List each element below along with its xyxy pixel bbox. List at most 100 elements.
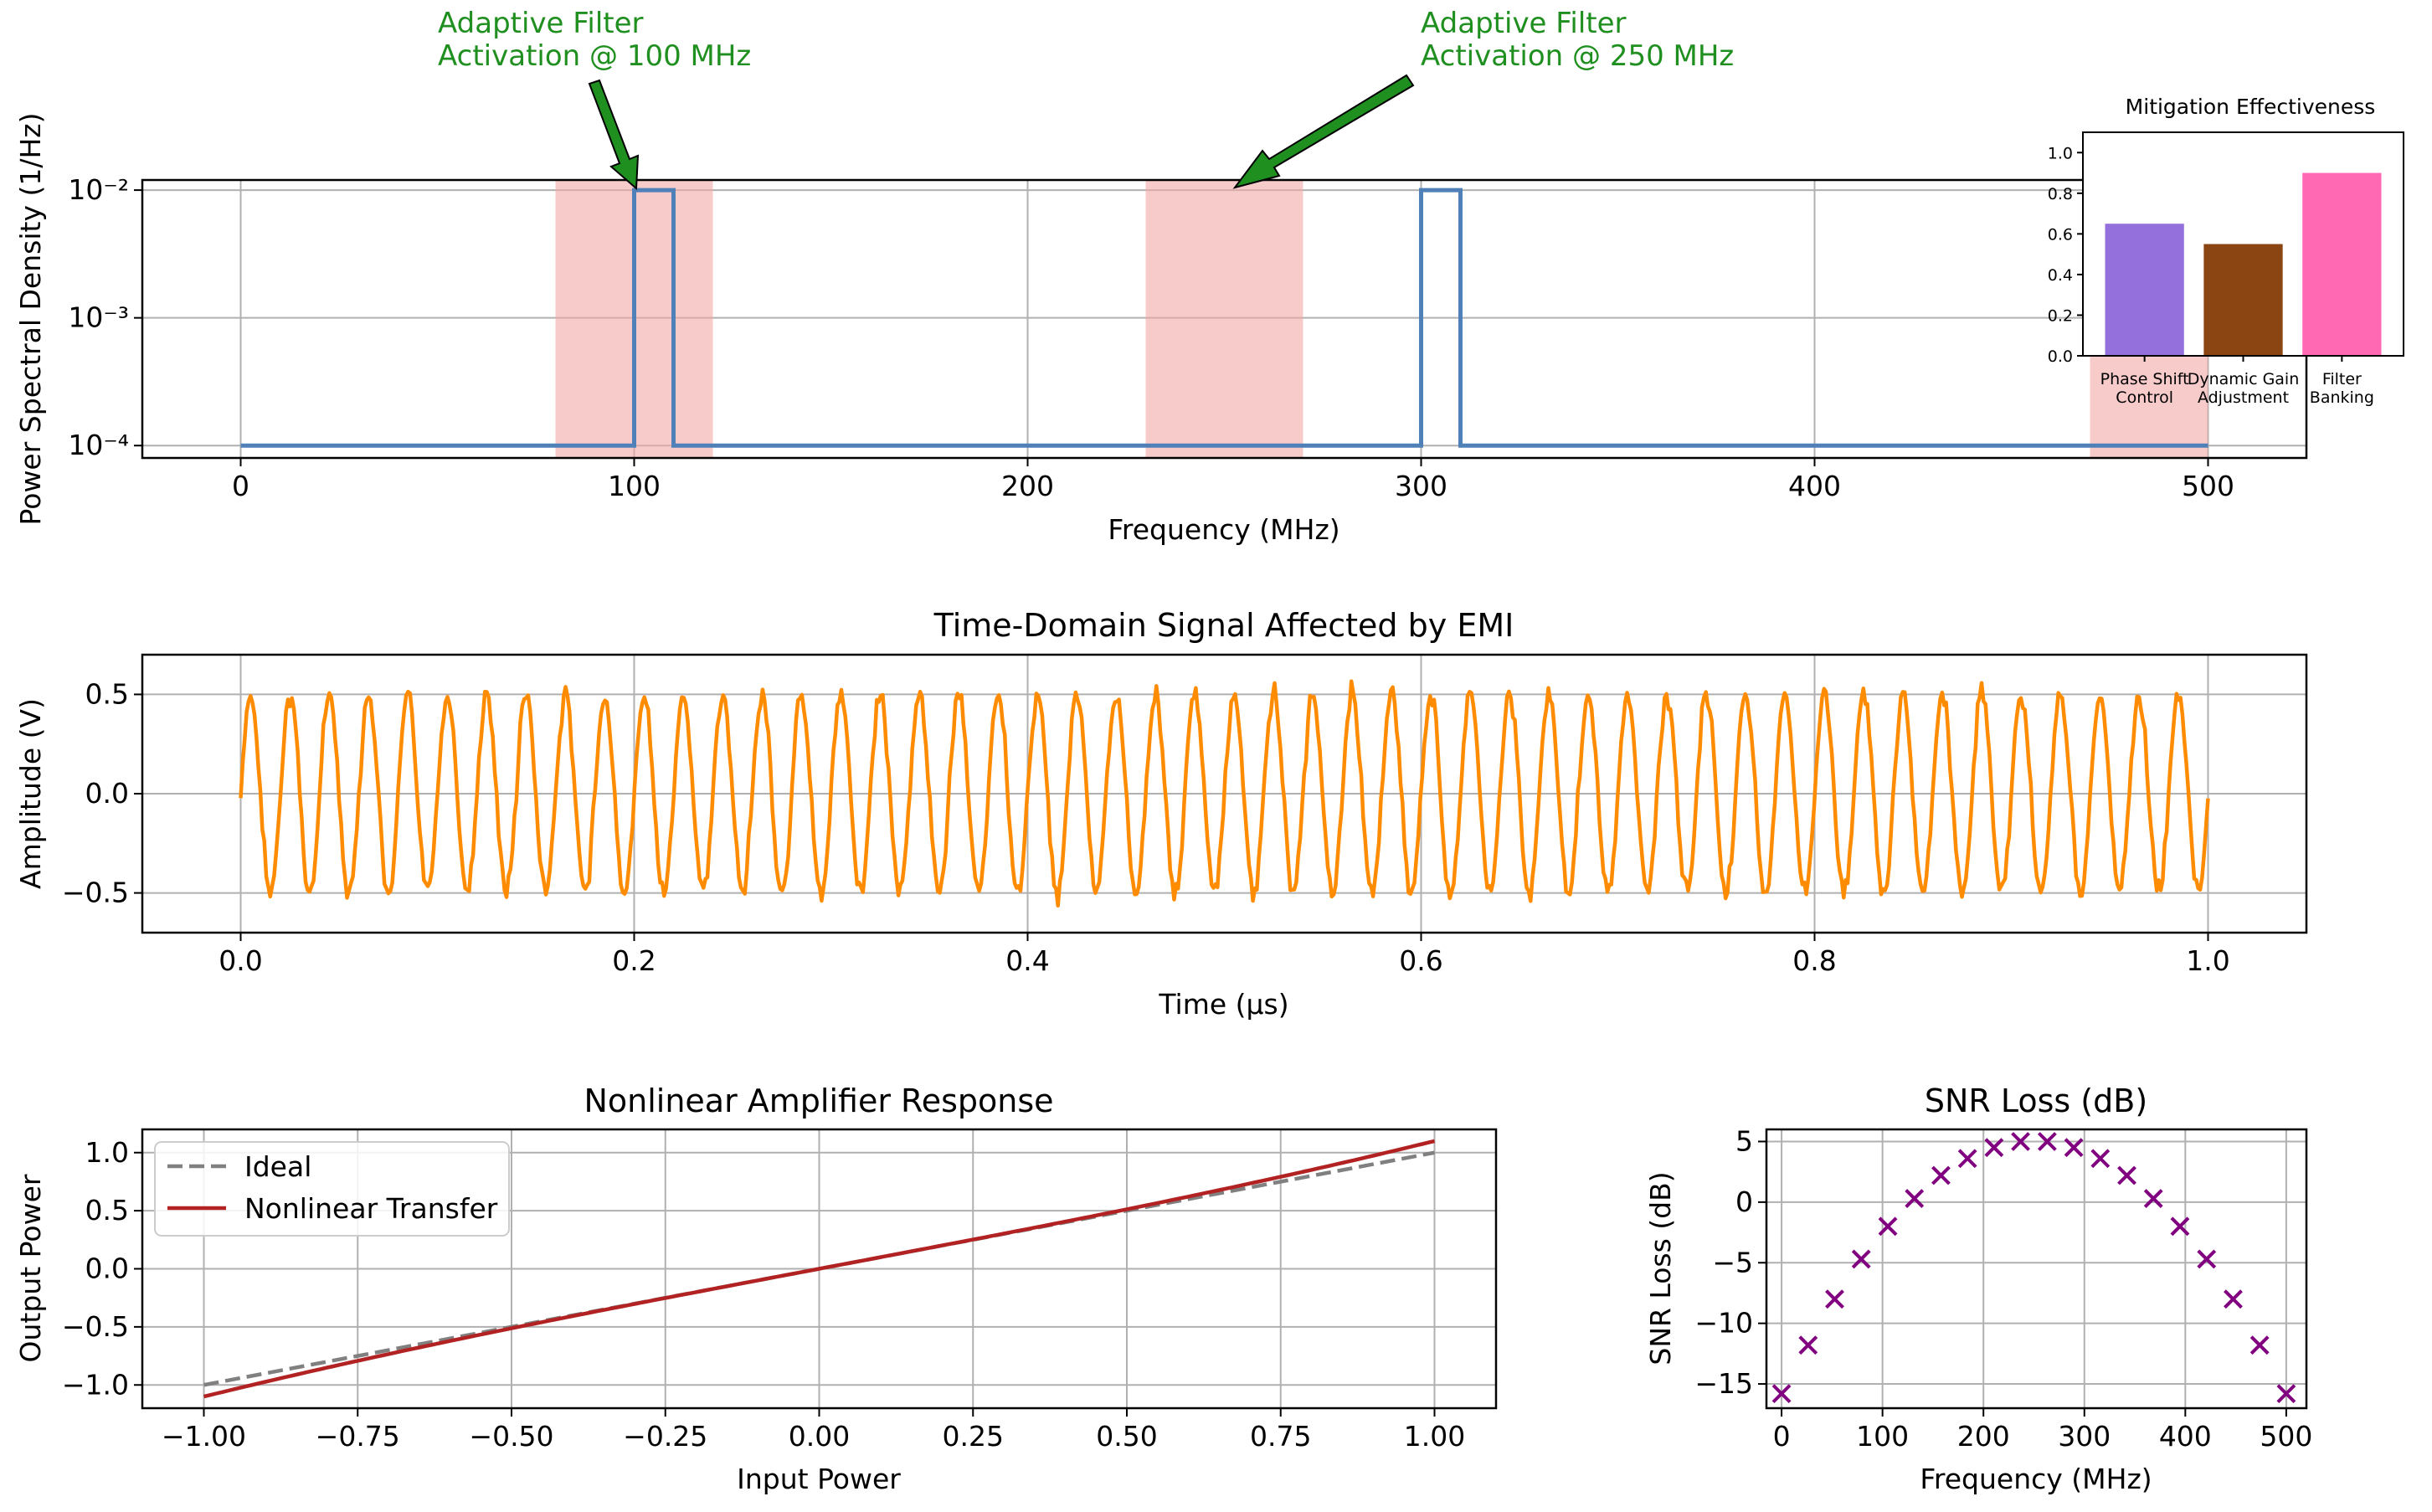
mitigation-ytick-label: 1.0 xyxy=(2048,144,2073,162)
amp-legend: Ideal Nonlinear Transfer xyxy=(154,1141,510,1237)
snr-axes-frame xyxy=(1765,1128,2308,1410)
amp-ytick-label: −0.5 xyxy=(62,1310,129,1343)
annotation-250mhz-line2: Activation @ 250 MHz xyxy=(1421,39,1734,73)
amp-xtick-label: 0.75 xyxy=(1250,1420,1311,1453)
amp-xlabel: Input Power xyxy=(737,1463,901,1495)
mitigation-bar xyxy=(2105,224,2184,356)
mitigation-title: Mitigation Effectiveness xyxy=(2126,95,2376,119)
snr-marker xyxy=(1771,1384,1792,1404)
snr-title: SNR Loss (dB) xyxy=(1925,1083,2147,1119)
amp-title: Nonlinear Amplifier Response xyxy=(584,1083,1053,1119)
snr-marker xyxy=(1984,1138,2004,1158)
snr-marker xyxy=(2090,1149,2111,1169)
snr-marker xyxy=(2011,1132,2030,1151)
mitigation-ytick-label: 0.6 xyxy=(2048,225,2073,244)
snr-marker xyxy=(1905,1189,1925,1208)
mitigation-ytick-label: 0.0 xyxy=(2048,347,2073,366)
snr-xtick-label: 0 xyxy=(1773,1420,1791,1453)
snr-ytick-label: 5 xyxy=(1735,1124,1753,1157)
mitigation-bars xyxy=(2105,172,2382,356)
snr-marker xyxy=(1957,1149,1977,1169)
amp-legend-box xyxy=(154,1141,510,1237)
amp-yticks: −1.0 −0.5 0.0 0.5 1.0 xyxy=(62,1136,142,1401)
amp-xtick-label: 0.25 xyxy=(943,1420,1004,1453)
mitigation-category-label: Adjustment xyxy=(2198,388,2289,407)
amp-nonlinear-line xyxy=(203,1139,1436,1399)
psd-xtick-label: 100 xyxy=(608,470,661,502)
annotation-100mhz-line2: Activation @ 100 MHz xyxy=(438,39,751,73)
time-xticks: 0.0 0.2 0.4 0.6 0.8 1.0 xyxy=(219,933,2230,977)
time-xlabel: Time (μs) xyxy=(1158,988,1288,1021)
annotation-100mhz-arrow xyxy=(588,79,640,191)
snr-marker xyxy=(2143,1189,2163,1208)
amp-legend-ideal-label: Ideal xyxy=(244,1150,311,1183)
snr-marker xyxy=(2037,1132,2057,1151)
amp-ytick-label: 0.5 xyxy=(85,1194,129,1227)
mitigation-category-label: Dynamic Gain xyxy=(2188,370,2300,388)
amp-xticks: −1.00 −0.75 −0.50 −0.25 0.00 0.25 0.50 0.75 1.00 xyxy=(162,1408,1465,1453)
mitigation-category-label: Control xyxy=(2116,388,2173,407)
mitigation-category-label: Filter xyxy=(2322,370,2362,388)
psd-shaded-bands xyxy=(555,180,2208,458)
snr-marker xyxy=(2276,1384,2296,1404)
snr-ytick-label: −15 xyxy=(1694,1367,1753,1400)
snr-yticks: −15 −10 −5 0 5 xyxy=(1694,1124,1766,1400)
psd-xlabel: Frequency (MHz) xyxy=(1108,513,1339,546)
psd-yticks: 10⁻⁴ 10⁻³ 10⁻² xyxy=(68,173,142,461)
time-ylabel: Amplitude (V) xyxy=(14,698,47,889)
time-xtick-label: 0.4 xyxy=(1005,944,1049,977)
snr-marker xyxy=(2117,1165,2136,1185)
snr-markers xyxy=(1771,1132,2296,1404)
psd-xticks: 0 100 200 300 400 500 xyxy=(232,458,2234,502)
mitigation-ytick-label: 0.8 xyxy=(2048,185,2073,203)
snr-xtick-label: 100 xyxy=(1856,1420,1909,1453)
snr-marker xyxy=(2224,1289,2243,1309)
time-ytick-label: −0.5 xyxy=(62,877,129,909)
mitigation-category-label: Phase Shift xyxy=(2100,370,2189,388)
annotation-250mhz: Adaptive Filter Activation @ 250 MHz xyxy=(1232,7,1734,189)
snr-marker xyxy=(1798,1335,1818,1355)
amp-xtick-label: 0.50 xyxy=(1096,1420,1157,1453)
snr-ytick-label: −10 xyxy=(1694,1307,1753,1340)
snr-xtick-label: 200 xyxy=(1957,1420,2010,1453)
snr-xticks: 0 100 200 300 400 500 xyxy=(1773,1408,2312,1453)
amp-ideal-line xyxy=(203,1150,1435,1387)
snr-xtick-label: 400 xyxy=(2159,1420,2212,1453)
time-xtick-label: 1.0 xyxy=(2186,944,2229,977)
snr-marker xyxy=(2249,1335,2270,1355)
snr-marker xyxy=(2064,1138,2084,1158)
amp-ytick-label: 0.0 xyxy=(85,1252,129,1285)
amp-xtick-label: −0.50 xyxy=(469,1420,553,1453)
amp-ytick-label: −1.0 xyxy=(62,1368,129,1401)
amp-ytick-label: 1.0 xyxy=(85,1136,129,1169)
snr-ytick-label: −5 xyxy=(1712,1246,1753,1278)
psd-series-line xyxy=(240,188,2208,448)
psd-ylabel: Power Spectral Density (1/Hz) xyxy=(14,113,47,526)
amp-xtick-label: 0.00 xyxy=(789,1420,850,1453)
psd-ytick-label: 10⁻² xyxy=(68,173,129,206)
amp-xtick-label: 1.00 xyxy=(1404,1420,1465,1453)
time-xtick-label: 0.0 xyxy=(219,944,262,977)
time-yticks: −0.5 0.0 0.5 xyxy=(62,677,142,909)
snr-marker xyxy=(2197,1249,2217,1269)
time-ytick-label: 0.0 xyxy=(85,777,129,810)
snr-xtick-label: 500 xyxy=(2260,1420,2312,1453)
annotation-250mhz-line1: Adaptive Filter xyxy=(1421,7,1627,40)
amp-xtick-label: −1.00 xyxy=(162,1420,246,1453)
psd-ytick-label: 10⁻³ xyxy=(68,301,129,334)
amp-ylabel: Output Power xyxy=(14,1174,47,1362)
snr-grid xyxy=(1766,1129,2306,1408)
amp-panel: −1.00 −0.75 −0.50 −0.25 0.00 0.25 0.50 0.75 1.00… xyxy=(14,1083,1498,1495)
psd-xtick-label: 300 xyxy=(1395,470,1447,502)
time-xtick-label: 0.2 xyxy=(612,944,656,977)
snr-marker xyxy=(2170,1216,2190,1237)
time-title: Time-Domain Signal Affected by EMI xyxy=(933,607,1514,644)
psd-ytick-label: 10⁻⁴ xyxy=(68,429,129,461)
psd-xtick-label: 500 xyxy=(2182,470,2234,502)
snr-marker xyxy=(1851,1249,1871,1269)
psd-panel: 0 100 200 300 400 500 10⁻⁴ 10⁻³ 10⁻² Frequency … xyxy=(14,7,2308,546)
snr-ytick-label: 0 xyxy=(1735,1185,1753,1218)
mitigation-yticks: 0.0 0.2 0.4 0.6 0.8 1.0 xyxy=(2048,144,2083,366)
amp-xtick-label: −0.75 xyxy=(316,1420,400,1453)
